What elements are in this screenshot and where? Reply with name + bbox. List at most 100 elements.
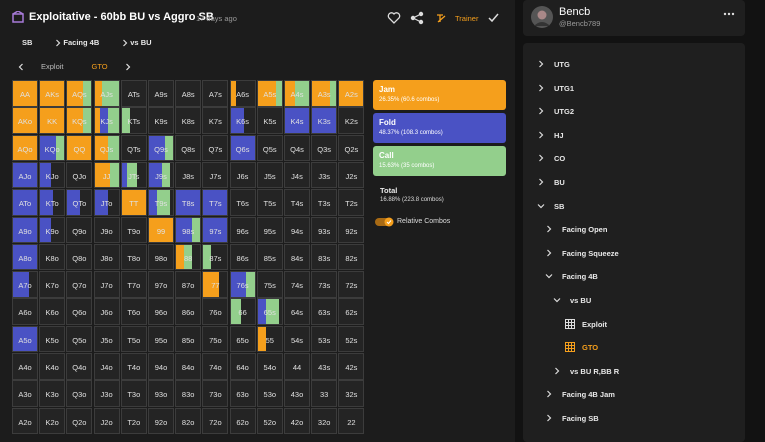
hand-cell[interactable]: A2o bbox=[12, 407, 38, 435]
tree-node[interactable]: vs BU bbox=[570, 296, 592, 305]
hand-cell[interactable]: 74o bbox=[202, 353, 229, 380]
hand-cell[interactable]: QJo bbox=[66, 161, 93, 189]
hand-cell[interactable]: 87o bbox=[175, 271, 202, 298]
hand-cell[interactable]: K3s bbox=[311, 107, 338, 134]
hand-cell[interactable]: J6s bbox=[229, 161, 256, 189]
hand-cell[interactable]: K6s bbox=[229, 107, 256, 134]
hand-cell[interactable]: 73s bbox=[311, 271, 338, 298]
hand-cell[interactable]: K9o bbox=[39, 216, 66, 243]
tree-node[interactable]: Facing Squeeze bbox=[562, 248, 619, 258]
hand-cell[interactable]: A6o bbox=[12, 298, 38, 325]
chevron[interactable] bbox=[537, 178, 545, 186]
hand-cell[interactable]: K7s bbox=[202, 107, 229, 134]
hand-cell[interactable]: J2o bbox=[93, 407, 120, 435]
hand-cell[interactable]: 96o bbox=[148, 298, 174, 325]
hand-cell[interactable]: T9s bbox=[148, 189, 174, 216]
hand-cell[interactable]: 93o bbox=[148, 380, 174, 407]
hand-cell[interactable]: AJs bbox=[93, 80, 120, 107]
hand-cell[interactable]: ATs bbox=[120, 80, 147, 107]
hand-cell[interactable]: J7o bbox=[93, 271, 120, 298]
chevron[interactable] bbox=[545, 225, 553, 233]
hand-cell[interactable]: J5o bbox=[93, 325, 120, 353]
hand-cell[interactable]: 52o bbox=[256, 407, 283, 435]
hand-cell[interactable]: 94s bbox=[284, 216, 310, 243]
hand-cell[interactable]: T4s bbox=[284, 189, 310, 216]
avatar[interactable] bbox=[531, 6, 553, 28]
hand-cell[interactable]: 55 bbox=[256, 325, 283, 353]
hand-cell[interactable]: 85s bbox=[256, 243, 283, 271]
hand-cell[interactable]: 75o bbox=[202, 325, 229, 353]
tab[interactable]: Exploit bbox=[41, 62, 64, 71]
hand-cell[interactable]: 32s bbox=[338, 380, 365, 407]
hand-cell[interactable]: 62o bbox=[229, 407, 256, 435]
check-button[interactable] bbox=[488, 13, 499, 23]
hand-cell[interactable]: KJo bbox=[39, 161, 66, 189]
hand-cell[interactable]: 99 bbox=[148, 216, 174, 243]
chevron[interactable] bbox=[545, 249, 553, 257]
hand-cell[interactable]: Q3s bbox=[311, 134, 338, 162]
hand-cell[interactable]: 98o bbox=[148, 243, 174, 271]
hand-cell[interactable]: T6o bbox=[120, 298, 147, 325]
hand-cell[interactable]: K6o bbox=[39, 298, 66, 325]
hand-cell[interactable]: 96s bbox=[229, 216, 256, 243]
hand-cell[interactable]: 44 bbox=[284, 353, 310, 380]
hand-cell[interactable]: 93s bbox=[311, 216, 338, 243]
chevron[interactable] bbox=[553, 296, 561, 304]
hand-cell[interactable]: T6s bbox=[229, 189, 256, 216]
hand-cell[interactable]: 72s bbox=[338, 271, 365, 298]
hand-cell[interactable]: K5o bbox=[39, 325, 66, 353]
hand-cell[interactable]: 83s bbox=[311, 243, 338, 271]
hand-cell[interactable]: 65o bbox=[229, 325, 256, 353]
hand-cell[interactable]: Q9s bbox=[148, 134, 174, 162]
hand-cell[interactable]: KQs bbox=[66, 107, 93, 134]
hand-cell[interactable]: 98s bbox=[175, 216, 202, 243]
hand-cell[interactable]: AJo bbox=[12, 161, 38, 189]
hand-cell[interactable]: J8s bbox=[175, 161, 202, 189]
hand-cell[interactable]: J6o bbox=[93, 298, 120, 325]
hand-cell[interactable]: QTs bbox=[120, 134, 147, 162]
hand-cell[interactable]: AA bbox=[12, 80, 38, 107]
hand-cell[interactable]: T3s bbox=[311, 189, 338, 216]
hand-cell[interactable]: 64s bbox=[284, 298, 310, 325]
hand-cell[interactable]: 95s bbox=[256, 216, 283, 243]
hand-cell[interactable]: TT bbox=[120, 189, 147, 216]
toolbar[interactable] bbox=[387, 11, 502, 25]
hand-cell[interactable]: 82o bbox=[175, 407, 202, 435]
hand-cell[interactable]: K2o bbox=[39, 407, 66, 435]
hand-cell[interactable]: 42o bbox=[284, 407, 310, 435]
hand-cell[interactable]: K2s bbox=[338, 107, 365, 134]
crumb[interactable]: Facing 4B bbox=[63, 38, 100, 47]
tree-node[interactable]: Facing 4B Jam bbox=[562, 390, 615, 400]
chevron[interactable] bbox=[537, 202, 545, 210]
hand-cell[interactable]: 74s bbox=[284, 271, 310, 298]
hand-cell[interactable]: K3o bbox=[39, 380, 66, 407]
hand-cell[interactable]: J5s bbox=[256, 161, 283, 189]
crumb[interactable]: SB bbox=[22, 38, 33, 47]
tree-node[interactable]: Facing Open bbox=[562, 225, 608, 235]
hand-cell[interactable]: A3s bbox=[311, 80, 338, 107]
hand-cell[interactable]: 95o bbox=[148, 325, 174, 353]
hand-cell[interactable]: 32o bbox=[311, 407, 338, 435]
tree-node[interactable]: Facing 4B bbox=[562, 272, 598, 282]
hand-cell[interactable]: 97o bbox=[148, 271, 174, 298]
chevron[interactable] bbox=[545, 414, 553, 422]
hand-cell[interactable]: A8o bbox=[12, 243, 38, 271]
hand-cell[interactable]: A4s bbox=[284, 80, 310, 107]
hand-cell[interactable]: A7s bbox=[202, 80, 229, 107]
hand-cell[interactable]: K9s bbox=[148, 107, 174, 134]
hand-cell[interactable]: KQo bbox=[39, 134, 66, 162]
hand-cell[interactable]: J2s bbox=[338, 161, 365, 189]
hand-cell[interactable]: 82s bbox=[338, 243, 365, 271]
hand-cell[interactable]: 76o bbox=[202, 298, 229, 325]
hand-cell[interactable]: 64o bbox=[229, 353, 256, 380]
hand-cell[interactable]: J3o bbox=[93, 380, 120, 407]
tree-node[interactable]: SB bbox=[554, 201, 565, 211]
more-button[interactable] bbox=[723, 12, 735, 16]
hand-cell[interactable]: Q7o bbox=[66, 271, 93, 298]
hand-cell[interactable]: 52s bbox=[338, 325, 365, 353]
hand-cell[interactable]: Q9o bbox=[66, 216, 93, 243]
hand-cell[interactable]: Q4s bbox=[284, 134, 310, 162]
hand-cell[interactable]: 53s bbox=[311, 325, 338, 353]
hand-cell[interactable]: A9s bbox=[148, 80, 174, 107]
hand-cell[interactable]: Q5o bbox=[66, 325, 93, 353]
